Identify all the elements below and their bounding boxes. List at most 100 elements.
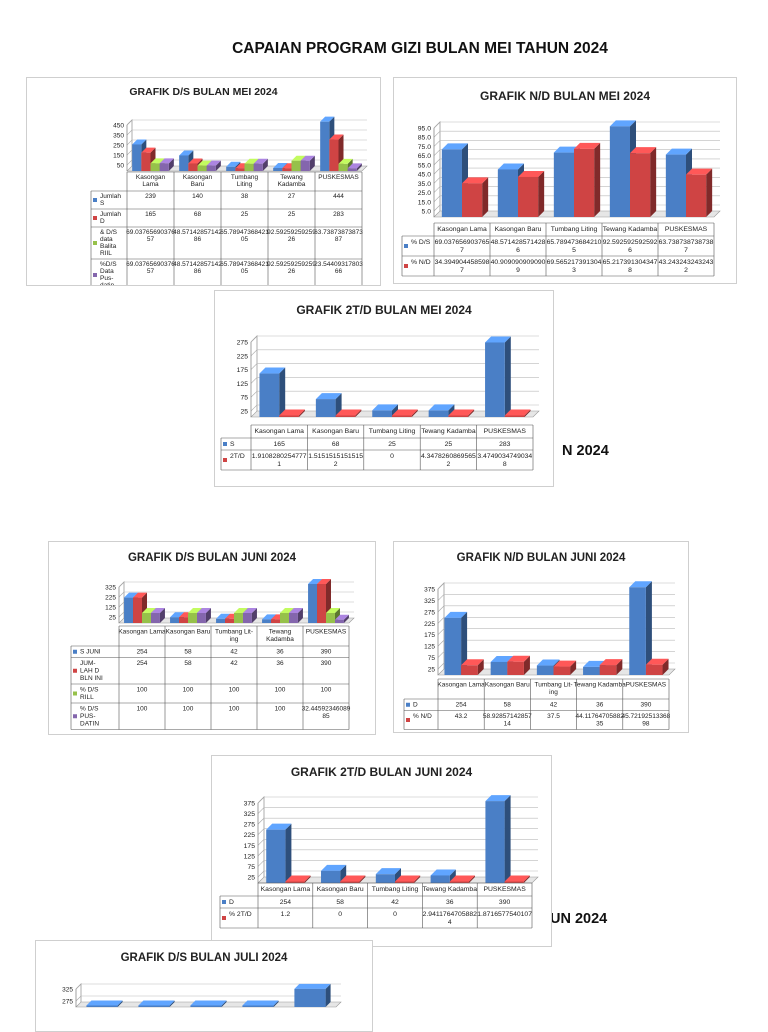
bar--d-s-pus-datin-0 — [150, 608, 165, 623]
bar-series-3 — [242, 1000, 279, 1007]
legend-swatch — [93, 273, 97, 277]
bar-series-0 — [86, 1000, 123, 1007]
y-tick-label: 225 — [424, 621, 435, 628]
bar--n-d-0 — [461, 659, 484, 675]
category-label: Tumbang Lit-ing — [215, 629, 253, 644]
gridline — [126, 149, 133, 156]
legend-label: S — [230, 441, 235, 448]
data-label: 100 — [275, 687, 286, 694]
gridline — [437, 651, 445, 658]
legend-swatch — [73, 691, 77, 696]
bar--d-s-data-pus-datin-1 — [206, 160, 221, 171]
category-label: Tewang Kadamba — [603, 226, 658, 233]
bar-2t-d-2 — [392, 409, 418, 417]
category-label: Tumbang Liting — [372, 886, 419, 893]
chart-wall — [257, 796, 265, 877]
category-label: PUSKESMAS — [484, 428, 527, 435]
chart-title: GRAFIK D/S BULAN MEI 2024 — [129, 86, 277, 98]
data-label: 58.92857142857 14 — [483, 713, 532, 728]
y-tick-label: 25 — [247, 875, 255, 882]
y-tick-label: 450 — [113, 123, 124, 130]
y-tick-label: 325 — [424, 598, 435, 605]
chart-title: GRAFIK 2T/D BULAN MEI 2024 — [296, 303, 472, 317]
gridline — [250, 363, 258, 370]
legend-label: % N/D — [413, 713, 432, 720]
category-label: PUSKESMAS — [665, 226, 708, 233]
category-label: Tumbang Lit-ing — [534, 682, 572, 697]
gridline — [126, 159, 133, 166]
legend-label: % D/S — [411, 239, 431, 246]
legend-label: 2T/D — [230, 453, 245, 460]
gridline — [433, 195, 441, 202]
bar-s-3 — [428, 404, 455, 417]
y-tick-label: 125 — [105, 605, 116, 612]
gridline — [126, 129, 133, 136]
data-label: 390 — [499, 899, 511, 906]
chart-2td-juni: GRAFIK 2T/D BULAN JUNI 2024 375 325 275 225 1… — [211, 755, 552, 947]
bar--d-s-data-pus-datin-2 — [253, 158, 268, 171]
data-label: 42 — [391, 899, 399, 906]
gridline — [126, 119, 133, 126]
bar--d-s-pus-datin-4 — [334, 614, 349, 623]
y-tick-label: 250 — [113, 143, 124, 150]
category-label: Kasongan Lama — [254, 428, 304, 435]
y-tick-label: 75 — [428, 655, 436, 662]
gridline — [118, 581, 125, 588]
bar-s-0 — [259, 367, 286, 417]
gridline — [433, 167, 441, 175]
chart-title: GRAFIK D/S BULAN JULI 2024 — [121, 952, 288, 964]
legend-swatch — [404, 264, 408, 268]
data-label: 42 — [230, 660, 238, 667]
bar-d-1 — [321, 864, 347, 883]
category-label: Tumbang Liting — [551, 226, 598, 233]
data-label: 254 — [137, 649, 148, 656]
legend-label: % D/S PUS-DATIN — [80, 706, 99, 728]
bar-d-0 — [266, 823, 292, 883]
y-tick-label: 25 — [240, 409, 248, 416]
legend-swatch — [93, 216, 97, 220]
data-label: 390 — [321, 649, 332, 656]
bar--2t-d-0 — [285, 875, 311, 883]
gridline — [433, 140, 441, 147]
data-label: 0 — [390, 453, 394, 460]
gridline — [118, 611, 125, 618]
data-label: 36 — [446, 899, 454, 906]
data-label: 38 — [241, 193, 249, 200]
data-label: 23.54409317803 66 — [314, 261, 363, 275]
category-label: Tewang Kadamba — [266, 629, 294, 644]
bar--n-d-2 — [574, 142, 601, 217]
data-label: 36 — [276, 649, 284, 656]
y-tick-label: 15.0 — [418, 199, 431, 206]
gridline — [437, 605, 445, 613]
data-label: 68 — [332, 441, 340, 448]
data-label: 140 — [192, 193, 203, 200]
data-label: 58 — [184, 649, 192, 656]
data-label: 65.217391304347 8 — [603, 259, 658, 274]
bar-series-4 — [294, 983, 331, 1007]
data-label: 32.44592346089 85 — [302, 706, 351, 721]
y-tick-label: 95.0 — [418, 126, 431, 133]
y-tick-label: 125 — [424, 644, 435, 651]
chart-2td-mei: GRAFIK 2T/D BULAN MEI 2024 275 225 175 125 75… — [214, 290, 554, 487]
category-label: Kasongan Baru — [485, 682, 530, 689]
y-tick-label: 125 — [237, 381, 249, 388]
legend-swatch — [223, 458, 227, 462]
gridline — [257, 849, 265, 857]
gridline — [433, 186, 441, 193]
bar--n-d-3 — [599, 659, 623, 675]
data-label: 100 — [229, 687, 240, 694]
gridline — [437, 662, 445, 670]
y-tick-label: 275 — [244, 822, 256, 829]
data-label: 254 — [280, 899, 292, 906]
data-label: 42 — [230, 649, 238, 656]
gridline — [437, 582, 445, 590]
data-label: 239 — [145, 193, 156, 200]
bar--n-d-4 — [645, 658, 669, 675]
y-tick-label: 35.0 — [418, 181, 431, 188]
